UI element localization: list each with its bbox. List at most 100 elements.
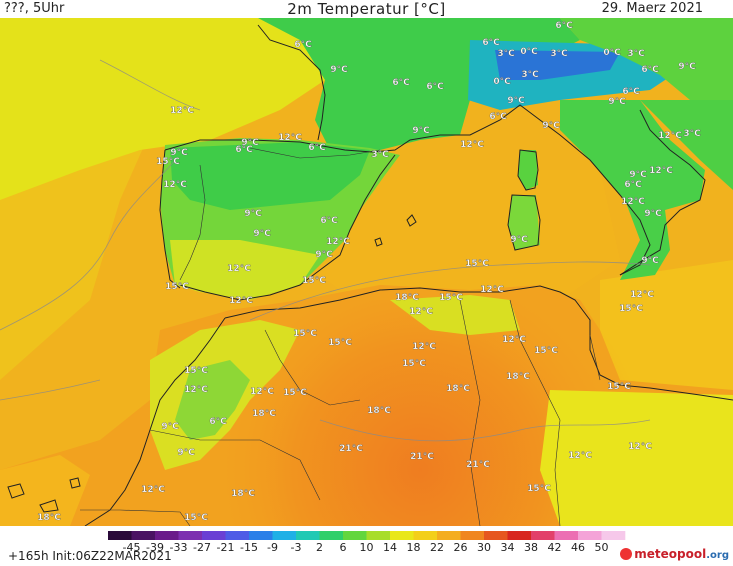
italy-land	[560, 100, 705, 280]
temperature-label: 3°C	[627, 49, 645, 59]
color-scale-box	[155, 531, 179, 540]
temperature-label: 6°C	[235, 145, 253, 155]
temperature-label: 3°C	[683, 129, 701, 139]
color-scale-box	[413, 531, 438, 540]
temperature-label: 12°C	[502, 335, 526, 345]
alps-core-region	[495, 50, 620, 80]
temperature-label: 12°C	[649, 166, 673, 176]
temperature-label: 12°C	[170, 106, 194, 116]
temperature-label: 15°C	[283, 388, 307, 398]
temperature-label: 12°C	[460, 140, 484, 150]
temperature-label: 6°C	[489, 112, 507, 122]
color-scale-box	[131, 531, 156, 540]
biscay-yellow-region	[0, 18, 330, 200]
central-europe-land	[560, 18, 733, 110]
temperature-label: 15°C	[402, 359, 426, 369]
temperature-label: 6°C	[641, 65, 659, 75]
color-scale-box	[507, 531, 532, 540]
temperature-label: 6°C	[622, 87, 640, 97]
temperature-label: 9°C	[608, 97, 626, 107]
color-scale-tick: -33	[170, 541, 188, 554]
temperature-label: 9°C	[542, 121, 560, 131]
color-scale-box	[178, 531, 203, 540]
temperature-label: 9°C	[170, 148, 188, 158]
temperature-label: 12°C	[184, 385, 208, 395]
tell-atlas-region	[390, 295, 520, 335]
temperature-label: 15°C	[607, 382, 631, 392]
temperature-label: 12°C	[630, 290, 654, 300]
temperature-label: 3°C	[371, 150, 389, 160]
color-scale-tick: 6	[340, 541, 347, 554]
color-scale-box	[437, 531, 461, 540]
iberia-south-yellow	[170, 240, 320, 300]
temperature-label: 15°C	[302, 276, 326, 286]
temperature-label: 12°C	[227, 264, 251, 274]
iberia-north-green	[170, 142, 370, 210]
temperature-label: 9°C	[244, 209, 262, 219]
color-scale-box	[272, 531, 297, 540]
color-scale-tick: 42	[548, 541, 562, 554]
temperature-label: 18°C	[395, 293, 419, 303]
color-scale-tick: 14	[383, 541, 397, 554]
temperature-label: 6°C	[320, 216, 338, 226]
temperature-label: 15°C	[184, 513, 208, 523]
temperature-label: 12°C	[658, 131, 682, 141]
model-run-info: +165h Init:06Z22MAR2021	[8, 549, 172, 563]
temperature-label: 18°C	[506, 372, 530, 382]
color-scale-tick: -39	[146, 541, 164, 554]
color-scale-tick: -27	[193, 541, 211, 554]
temperature-label: 9°C	[177, 448, 195, 458]
temperature-label: 12°C	[326, 237, 350, 247]
temperature-label: 12°C	[480, 285, 504, 295]
balkan-land	[640, 100, 733, 190]
temperature-label: 6°C	[209, 417, 227, 427]
logo-icon	[620, 548, 633, 560]
color-scale-tick: -45	[123, 541, 141, 554]
color-scale-tick: 50	[595, 541, 609, 554]
color-scale-box	[531, 531, 555, 540]
temperature-label: 15°C	[156, 157, 180, 167]
temperature-label: 15°C	[527, 484, 551, 494]
temperature-label: 18°C	[231, 489, 255, 499]
coastlines	[7, 24, 733, 526]
temperature-label: 12°C	[412, 342, 436, 352]
temperature-label: 9°C	[644, 209, 662, 219]
temperature-label: 9°C	[507, 96, 525, 106]
color-scale-box	[366, 531, 391, 540]
color-scale-tick: -21	[217, 541, 235, 554]
color-scale-box	[578, 531, 602, 540]
temperature-label: 9°C	[241, 138, 259, 148]
color-scale-box	[460, 531, 485, 540]
country-borders	[80, 147, 601, 526]
temperature-label: 12°C	[621, 197, 645, 207]
color-scale-tick: 22	[430, 541, 444, 554]
temperature-label: 0°C	[520, 47, 538, 57]
temperature-label: 12°C	[229, 296, 253, 306]
color-scale-tick: 18	[407, 541, 421, 554]
temperature-label: 18°C	[446, 384, 470, 394]
temperature-label: 9°C	[330, 65, 348, 75]
color-scale-tick: 38	[524, 541, 538, 554]
temperature-label: 6°C	[624, 180, 642, 190]
temperature-label: 15°C	[439, 293, 463, 303]
temperature-label: 12°C	[278, 133, 302, 143]
libya-yellow-region	[540, 390, 733, 526]
temperature-label: 15°C	[293, 329, 317, 339]
corsica-land	[518, 150, 538, 190]
temperature-label: 18°C	[367, 406, 391, 416]
temperature-label: 15°C	[465, 259, 489, 269]
atlas-green-region	[175, 360, 250, 440]
temperature-label: 21°C	[410, 452, 434, 462]
color-scale-tick: 34	[501, 541, 515, 554]
temperature-label: 15°C	[184, 366, 208, 376]
forecast-date: 29. Maerz 2021	[601, 1, 703, 16]
temperature-label: 9°C	[629, 170, 647, 180]
isotherms	[0, 59, 651, 442]
meteopool-logo[interactable]: meteopool.org	[620, 547, 729, 561]
temperature-label: 15°C	[534, 346, 558, 356]
temperature-label: 3°C	[497, 49, 515, 59]
color-scale-tick: -3	[291, 541, 302, 554]
color-scale-ticks: -45 -39 -33 -27 -21 -15 -9 -3 2 6 10 14 18 22 26 30 34 38…	[123, 541, 609, 554]
temperature-label: 9°C	[412, 126, 430, 136]
color-scale-box	[202, 531, 226, 540]
